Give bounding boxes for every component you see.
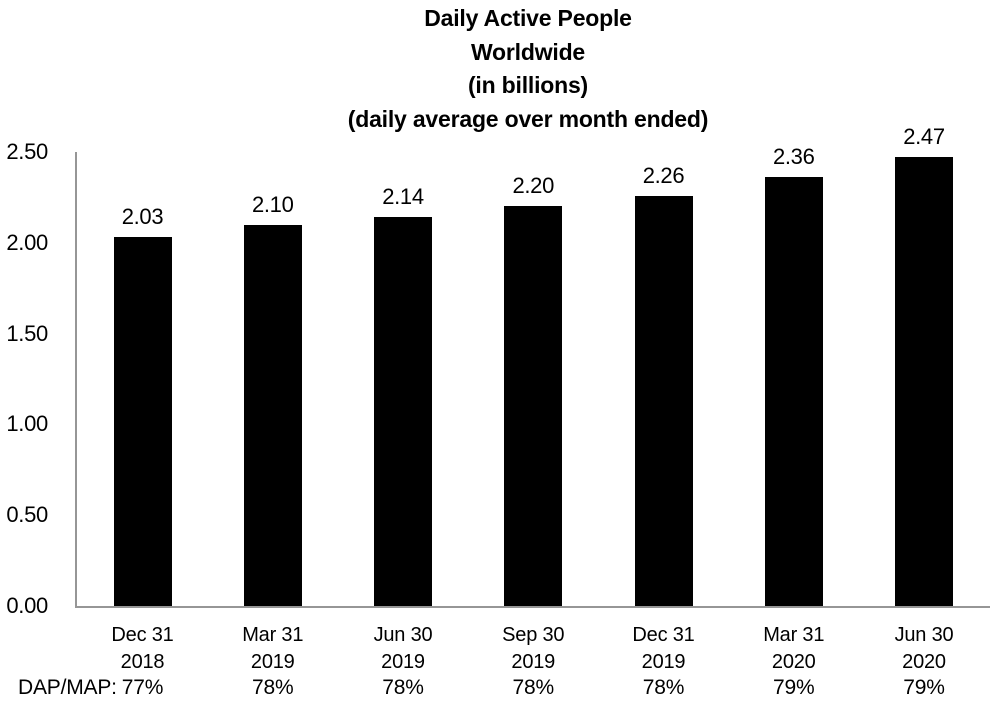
bar [634,195,693,606]
bar [374,217,432,606]
x-axis-label-year: 2018 [120,651,165,673]
bar-value-label: 2.20 [512,173,555,199]
x-axis-label-date: Sep 30 [502,624,565,646]
dap-map-label: DAP/MAP: [18,676,117,699]
bar [504,206,563,606]
x-axis-label-date: Jun 30 [373,624,433,646]
chart-title-line: (daily average over month ended) [347,105,709,132]
y-axis-tick-label: 0.00 [6,593,48,618]
dap-map-value: 78% [512,676,555,699]
x-axis-label: Mar 31 2020 [729,622,859,676]
x-axis-label-year: 2020 [902,651,946,673]
bar [764,177,823,606]
x-axis-label-date: Dec 31 [111,624,174,646]
x-axis-label-year: 2019 [511,651,556,673]
x-axis-label: Mar 31 2019 [208,622,338,676]
bar-value-label: 2.47 [903,124,945,150]
dap-map-value: 79% [773,676,815,699]
chart-title-line: (in billions) [467,72,589,98]
bar-value-label: 2.03 [121,204,164,230]
chart-title-line: Worldwide [470,38,586,65]
y-axis-tick-label: 0.50 [6,502,48,528]
x-axis-label: Jun 30 2019 [338,622,468,676]
x-axis-label-date: Jun 30 [894,624,954,646]
x-axis-label-year: 2019 [641,651,686,673]
y-axis-tick-label: 2.50 [6,139,48,164]
x-axis-label: Jun 30 2020 [859,622,989,676]
x-axis-label: Dec 31 2018 [78,622,208,676]
x-axis-label: Sep 30 2019 [468,622,598,676]
x-axis-label: Dec 31 2019 [599,622,729,676]
chart-title: Daily Active People Worldwide (in billio… [68,2,988,136]
y-axis-tick-label: 1.50 [6,320,48,346]
bar-value-label: 2.36 [772,144,815,170]
x-axis-label-year: 2019 [250,651,295,673]
bar [895,157,953,606]
bar-value-label: 2.14 [382,184,424,210]
bar-value-label: 2.10 [251,191,294,217]
dap-map-value: 78% [252,676,294,699]
bar-value-label: 2.26 [642,162,685,188]
x-axis-label-date: Mar 31 [242,624,304,646]
dap-map-value: 78% [642,676,685,699]
x-axis-label-date: Dec 31 [632,624,695,646]
dap-map-value: 77% [121,676,164,699]
x-axis-line [75,606,990,608]
bar [243,224,302,606]
dap-map-value: 79% [903,676,945,699]
y-axis-tick-label: 1.00 [6,411,48,437]
y-axis-line [75,152,77,607]
chart-title-line: Daily Active People [424,5,632,31]
x-axis-label-year: 2020 [771,651,816,673]
bar [113,237,172,606]
x-axis-label-date: Mar 31 [763,624,825,646]
y-axis-tick-label: 2.00 [6,229,48,255]
dap-map-value: 78% [382,676,424,699]
x-axis-label-year: 2019 [381,651,425,673]
